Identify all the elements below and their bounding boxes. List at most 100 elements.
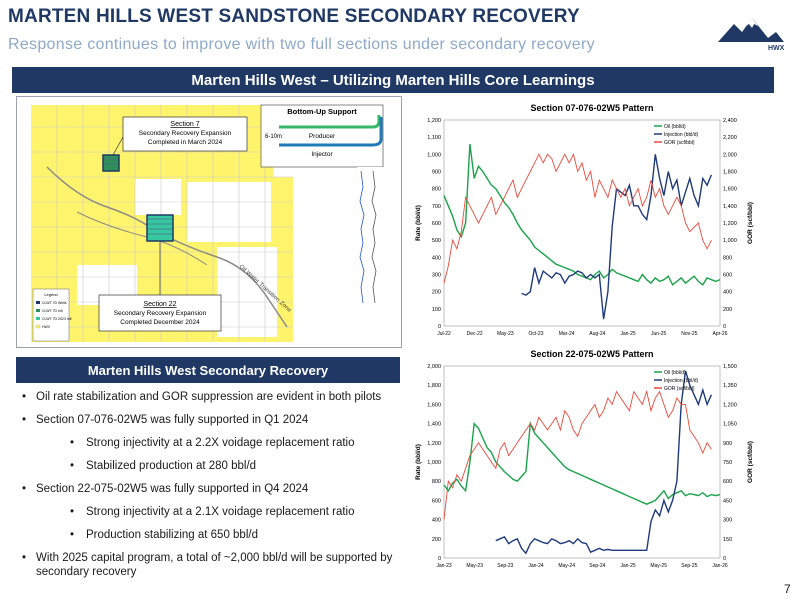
y-tick-label: 700 (432, 204, 441, 210)
section7-callout-box (122, 116, 248, 152)
x-tick-label: Jan-24 (528, 563, 544, 569)
x-tick-label: May-24 (558, 563, 575, 569)
legend-title: Legend (44, 292, 57, 297)
y-tick-label: 600 (432, 221, 441, 227)
y2-tick-label: 400 (723, 290, 732, 296)
y2-tick-label: 2,000 (723, 152, 737, 158)
y-tick-label: 1,200 (427, 441, 441, 447)
y2-tick-label: 1,200 (723, 402, 737, 408)
inset-box (260, 104, 384, 168)
y-tick-label: 600 (432, 498, 441, 504)
y2-tick-label: 0 (723, 324, 726, 330)
y2-tick-label: 1,050 (723, 422, 737, 428)
y2-tick-label: 300 (723, 518, 732, 524)
x-tick-label: Jan-25 (620, 331, 636, 337)
side-banner: Marten Hills West Secondary Recovery (16, 357, 400, 383)
y2-tick-label: 2,200 (723, 135, 737, 141)
legend-label: Injection (bbl/d) (664, 132, 699, 138)
y-axis-label: Rate (bbl/d) (415, 444, 422, 480)
y-tick-label: 1,600 (427, 402, 441, 408)
series-line-0 (443, 143, 721, 286)
y2-tick-label: 600 (723, 273, 732, 279)
y-tick-label: 200 (432, 537, 441, 543)
y2-tick-label: 1,200 (723, 221, 737, 227)
section7-line1: Secondary Recovery Expansion (139, 130, 232, 137)
map-panel: Section 7 Secondary Recovery Expansion C… (16, 96, 402, 348)
x-tick-label: Sep-25 (681, 563, 697, 569)
section7-pattern (102, 154, 120, 172)
y2-tick-label: 1,000 (723, 238, 737, 244)
x-tick-label: Aug-24 (589, 331, 605, 337)
y-tick-label: 200 (432, 290, 441, 296)
producer-well (279, 115, 381, 129)
y-tick-label: 500 (432, 238, 441, 244)
main-banner: Marten Hills West – Utilizing Marten Hil… (12, 67, 774, 93)
series-line-1 (495, 370, 713, 555)
y-tick-label: 1,000 (427, 152, 441, 158)
bullet-item: Oil rate stabilization and GOR suppressi… (20, 390, 400, 404)
x-tick-label: Jul-22 (437, 331, 451, 337)
x-tick-label: Jan-25 (620, 563, 636, 569)
x-tick-label: Jan-23 (436, 563, 452, 569)
bullet-item: Production stabilizing at 650 bbl/d (20, 528, 400, 542)
map-gap-1 (135, 179, 181, 215)
y-tick-label: 1,000 (427, 460, 441, 466)
y-tick-label: 400 (432, 255, 441, 261)
y-tick-label: 100 (432, 307, 441, 313)
y2-tick-label: 600 (723, 479, 732, 485)
x-tick-label: Jan-26 (712, 563, 728, 569)
legend-label: Oil (bbl/d) (664, 370, 686, 376)
section7-title: Section 7 (170, 121, 199, 128)
y2-tick-label: 800 (723, 255, 732, 261)
page-number: 7 (784, 582, 791, 596)
legend-item-2: CLWT 7D 2023 Infl (42, 317, 72, 321)
x-tick-label: May-25 (650, 563, 667, 569)
map-graphic: Section 7 Secondary Recovery Expansion C… (31, 104, 385, 342)
inset-spacing: 6-10m (265, 134, 282, 140)
y-tick-label: 1,400 (427, 422, 441, 428)
legend-label: GOR (scf/bbl) (664, 140, 695, 146)
injector-well (279, 117, 383, 147)
legend-item-0: CLWT 7D Wells (42, 301, 67, 305)
bullet-item: With 2025 capital program, a total of ~2… (20, 551, 400, 579)
inset-title: Bottom-Up Support (287, 107, 357, 116)
y2-tick-label: 1,350 (723, 383, 737, 389)
y2-tick-label: 1,500 (723, 364, 737, 370)
section22-line2: Completed December 2024 (120, 319, 200, 326)
y-tick-label: 900 (432, 170, 441, 176)
x-tick-label: Apr-26 (712, 331, 727, 337)
y2-tick-label: 750 (723, 460, 732, 466)
x-tick-label: Jun-25 (651, 331, 667, 337)
y-tick-label: 1,100 (427, 135, 441, 141)
section22-line1: Secondary Recovery Expansion (114, 310, 207, 317)
legend-item-1: CLWT 7D Infl (42, 309, 63, 313)
legend-label: Injection (bbl/d) (664, 378, 699, 384)
y-tick-label: 800 (432, 479, 441, 485)
page-title: MARTEN HILLS WEST SANDSTONE SECONDARY RE… (8, 6, 580, 27)
inset-injector: Injector (311, 151, 333, 158)
y2-tick-label: 200 (723, 307, 732, 313)
section7-line2: Completed in March 2024 (148, 139, 223, 146)
y-tick-label: 400 (432, 518, 441, 524)
bullet-item: Strong injectivity at a 2.2X voidage rep… (20, 436, 400, 450)
x-tick-label: Dec-22 (467, 331, 483, 337)
x-tick-label: May-23 (466, 563, 483, 569)
bullet-list: Oil rate stabilization and GOR suppressi… (20, 390, 400, 588)
legend-label: GOR (scf/bbl) (664, 386, 695, 392)
series-line-2 (443, 389, 712, 520)
logo-text: HWX (768, 45, 785, 52)
section7-leader (112, 136, 124, 156)
bullet-item: Stabilized production at 280 bbl/d (20, 459, 400, 473)
map-gap-4 (217, 247, 277, 337)
legend-label: Oil (bbl/d) (664, 124, 686, 130)
bullet-item: Section 07-076-02W5 was fully supported … (20, 413, 400, 427)
page-subtitle: Response continues to improve with two f… (8, 36, 595, 53)
y2-axis-label: GOR (scf/bbl) (747, 202, 754, 244)
chart-section-22: Section 22-075-02W5 Pattern 0 200 400 600 800… (415, 349, 754, 569)
x-tick-label: May-23 (497, 331, 514, 337)
y2-tick-label: 1,400 (723, 204, 737, 210)
section22-title: Section 22 (143, 301, 176, 308)
section22-callout-box (98, 294, 222, 332)
series-line-2 (443, 153, 712, 284)
well-lines (104, 158, 172, 235)
